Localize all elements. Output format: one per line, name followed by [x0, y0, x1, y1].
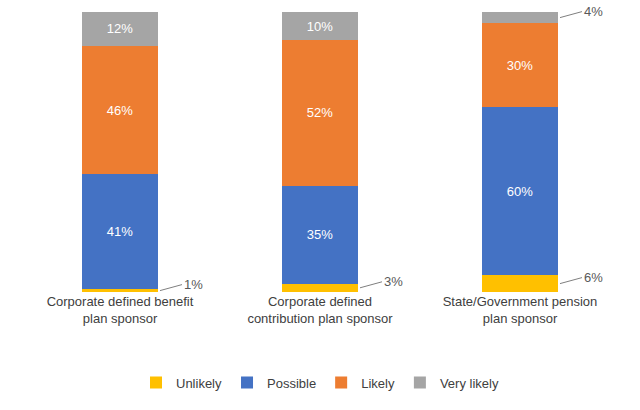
svg-text:Unlikely: Unlikely	[176, 376, 222, 391]
svg-text:3%: 3%	[384, 274, 403, 289]
svg-text:Very likely: Very likely	[440, 376, 499, 391]
svg-text:12%: 12%	[107, 21, 133, 36]
svg-text:46%: 46%	[107, 103, 133, 118]
svg-text:Possible: Possible	[267, 376, 316, 391]
svg-text:60%: 60%	[507, 184, 533, 199]
svg-text:Likely: Likely	[361, 376, 395, 391]
svg-text:4%: 4%	[584, 4, 603, 19]
svg-text:Corporate defined benefitplan: Corporate defined benefitplan sponsor	[47, 294, 194, 326]
svg-text:30%: 30%	[507, 58, 533, 73]
svg-text:State/Government pensionplan s: State/Government pensionplan sponsor	[443, 294, 598, 326]
svg-text:1%: 1%	[184, 277, 203, 292]
svg-text:41%: 41%	[107, 224, 133, 239]
svg-text:52%: 52%	[307, 105, 333, 120]
svg-text:Corporate definedcontribution: Corporate definedcontribution plan spons…	[247, 294, 393, 326]
svg-text:35%: 35%	[307, 227, 333, 242]
svg-text:6%: 6%	[584, 270, 603, 285]
svg-text:10%: 10%	[307, 19, 333, 34]
